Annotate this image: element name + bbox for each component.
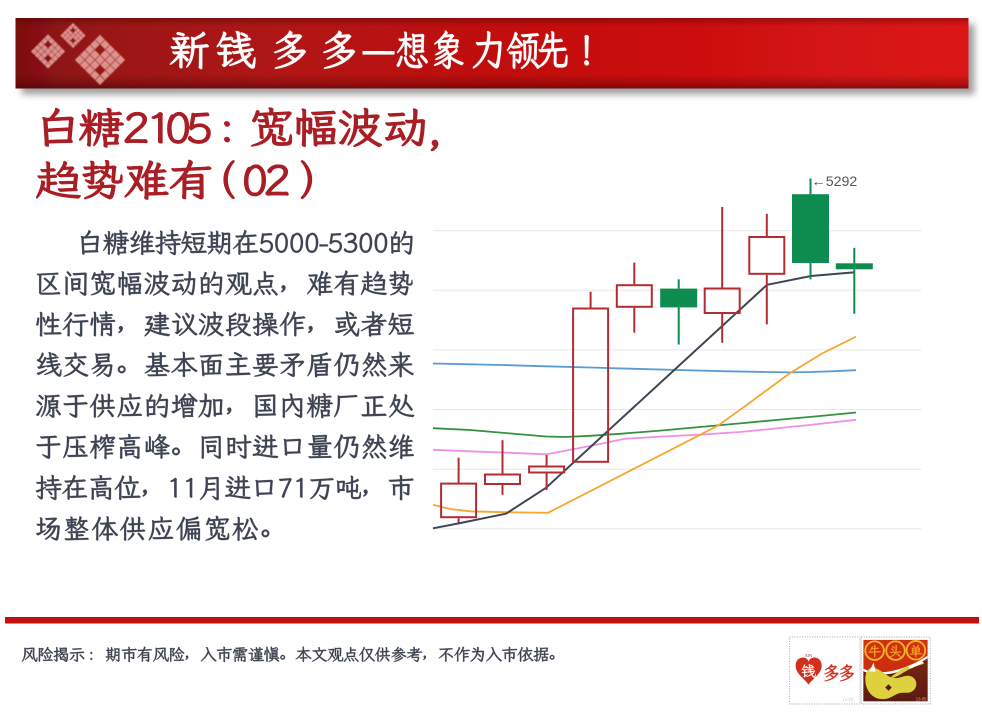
svg-text:←5292: ←5292: [812, 174, 858, 190]
svg-text:13-05: 13-05: [842, 697, 854, 702]
svg-text:XIN: XIN: [805, 653, 812, 658]
svg-text:13-05: 13-05: [916, 697, 927, 702]
